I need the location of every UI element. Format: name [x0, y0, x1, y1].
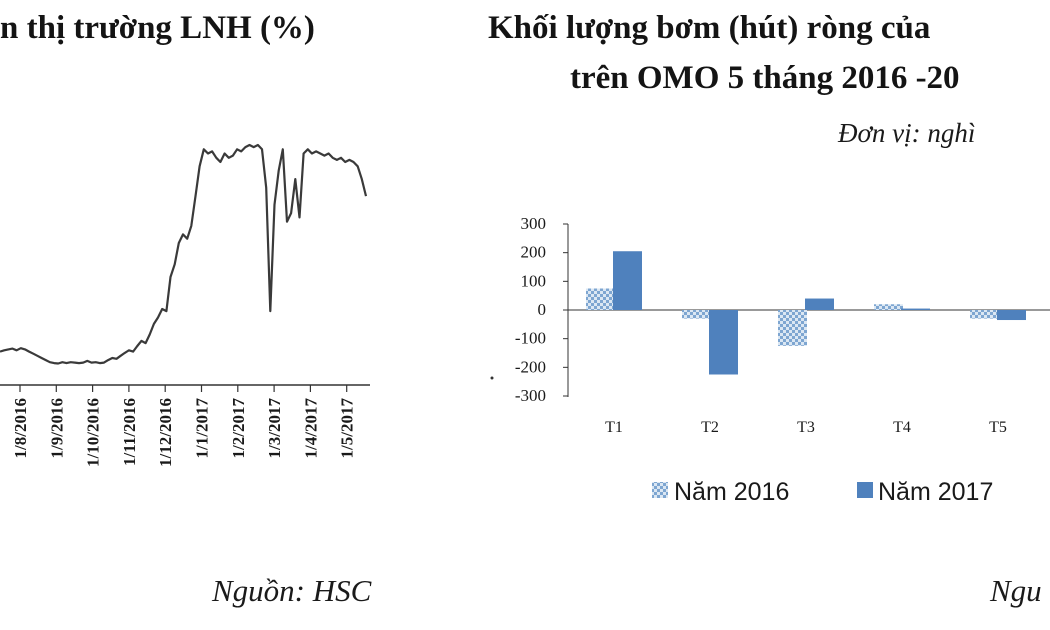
line-x-label: 1/10/2016 — [84, 398, 103, 467]
bar-y-label: -100 — [515, 329, 546, 348]
line-chart-x-labels: 1/8/2016 1/9/2016 1/10/2016 1/11/2016 1/12/2… — [11, 398, 357, 467]
bar-năm-2016-t2 — [682, 310, 711, 319]
left-chart-title: n thị trường LNH (%) — [0, 10, 315, 46]
legend-label-2016: Năm 2016 — [674, 478, 789, 506]
bar-năm-2017-t4 — [901, 308, 930, 310]
line-x-label: 1/1/2017 — [193, 398, 212, 459]
bar-y-label: -300 — [515, 386, 546, 405]
line-chart-series — [0, 143, 368, 365]
bar-category-label: T3 — [797, 419, 815, 436]
stray-dot — [490, 376, 494, 380]
bar-y-label: 0 — [538, 300, 547, 319]
line-x-label: 1/11/2016 — [120, 398, 139, 466]
bar-chart-bars — [586, 251, 1026, 375]
bar-y-label: 200 — [521, 243, 547, 262]
right-chart-source: Ngu — [990, 573, 1042, 608]
right-chart-title-line2: trên OMO 5 tháng 2016 -20 — [570, 60, 960, 96]
bar-chart-y-ticks: 300 200 100 0 -100 -200 -300 — [515, 214, 568, 405]
legend-swatch-2016 — [652, 482, 668, 498]
bar-category-label: T4 — [893, 419, 911, 436]
line-x-label: 1/8/2016 — [11, 398, 30, 458]
bar-category-label: T1 — [605, 419, 623, 436]
bar-category-label: T2 — [701, 419, 719, 436]
legend-swatch-2017 — [857, 482, 873, 498]
bar-năm-2016-t1 — [586, 288, 615, 310]
bar-chart-legend: Năm 2016 Năm 2017 — [652, 478, 993, 506]
bar-chart: 300 200 100 0 -100 -200 -300 T1 T2 T3 T4 T5 Năm 20… — [490, 214, 1050, 506]
bar-năm-2017-t3 — [805, 298, 834, 310]
line-x-label: 1/4/2017 — [301, 398, 320, 459]
bar-năm-2016-t4 — [874, 304, 903, 310]
bar-năm-2016-t3 — [778, 310, 807, 346]
bar-năm-2016-t5 — [970, 310, 999, 319]
bar-năm-2017-t1 — [613, 251, 642, 310]
line-x-label: 1/9/2016 — [47, 398, 66, 458]
right-chart-unit: Đơn vị: nghì — [838, 118, 976, 148]
legend-label-2017: Năm 2017 — [878, 478, 993, 506]
left-chart-source: Nguồn: HSC — [212, 573, 372, 608]
line-x-label: 1/5/2017 — [338, 398, 357, 459]
line-x-label: 1/3/2017 — [265, 398, 284, 459]
bar-y-label: -200 — [515, 357, 546, 376]
bar-category-label: T5 — [989, 419, 1007, 436]
bar-năm-2017-t2 — [709, 310, 738, 375]
bar-y-label: 300 — [521, 214, 547, 233]
line-chart-x-ticks — [19, 385, 348, 392]
bar-y-label: 100 — [521, 271, 547, 290]
line-x-label: 1/12/2016 — [156, 398, 175, 467]
line-x-label: 1/2/2017 — [229, 398, 248, 459]
bar-chart-categories: T1 T2 T3 T4 T5 — [605, 419, 1007, 436]
right-chart-title-line1: Khối lượng bơm (hút) ròng của — [488, 10, 931, 46]
line-chart: 1/8/2016 1/9/2016 1/10/2016 1/11/2016 1/12/2… — [0, 143, 370, 467]
bar-năm-2017-t5 — [997, 310, 1026, 321]
